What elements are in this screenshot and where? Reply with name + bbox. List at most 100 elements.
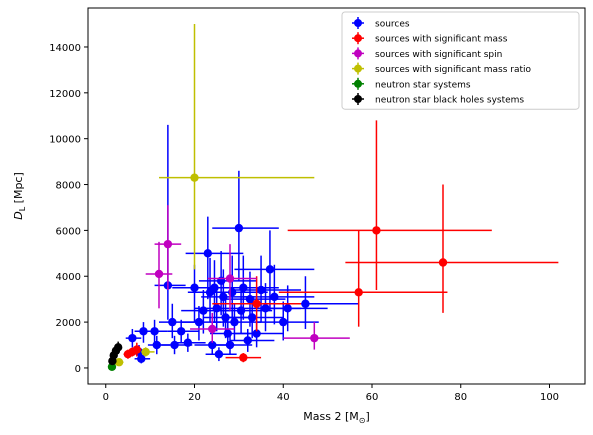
data-point bbox=[212, 335, 253, 355]
y-axis-label-sub: L bbox=[18, 206, 27, 211]
x-axis-ticks: 0 20 40 60 80 100 bbox=[103, 384, 559, 403]
legend-label: sources with significant mass bbox=[375, 35, 508, 45]
point-marker bbox=[150, 327, 159, 336]
point-marker bbox=[137, 354, 146, 363]
point-marker bbox=[194, 317, 204, 327]
point-marker bbox=[113, 343, 123, 352]
point-marker bbox=[279, 317, 288, 327]
data-point bbox=[278, 230, 448, 327]
y-axis-label: DL [Mpc] bbox=[12, 172, 27, 220]
y-tick-label: 0 bbox=[75, 364, 81, 375]
data-point bbox=[174, 333, 206, 352]
x-tick-label: 60 bbox=[366, 392, 379, 403]
series-1 bbox=[123, 120, 559, 363]
point-marker bbox=[252, 299, 261, 308]
data-marks bbox=[107, 24, 559, 372]
point-marker bbox=[283, 304, 292, 313]
x-tick-label: 40 bbox=[277, 392, 290, 403]
legend-item: sources with significant spin bbox=[352, 47, 502, 60]
point-marker bbox=[234, 223, 244, 233]
series-5 bbox=[108, 341, 123, 366]
point-marker bbox=[252, 329, 261, 338]
point-marker bbox=[176, 327, 186, 336]
data-point bbox=[125, 328, 142, 348]
point-marker bbox=[132, 345, 142, 354]
data-point bbox=[141, 319, 168, 343]
point-marker bbox=[270, 292, 279, 302]
legend-label: neutron star black holes systems bbox=[375, 96, 524, 106]
y-tick-label: 12000 bbox=[49, 89, 81, 100]
data-point bbox=[141, 347, 155, 357]
y-axis-label-tail: [Mpc] bbox=[12, 172, 25, 207]
legend-item: sources with significant mass ratio bbox=[352, 62, 531, 75]
point-marker bbox=[114, 358, 124, 367]
legend-item: sources bbox=[352, 17, 410, 30]
point-marker bbox=[203, 249, 213, 258]
point-marker bbox=[154, 269, 164, 279]
point-marker bbox=[212, 304, 221, 313]
point-marker bbox=[243, 336, 252, 345]
y-tick-label: 14000 bbox=[49, 43, 81, 54]
y-tick-label: 2000 bbox=[56, 318, 81, 329]
data-point bbox=[207, 244, 257, 311]
series-0 bbox=[125, 124, 359, 364]
data-point bbox=[114, 358, 124, 367]
data-point bbox=[132, 342, 142, 357]
series-3 bbox=[114, 24, 315, 367]
legend-item: neutron star systems bbox=[352, 77, 471, 90]
data-point bbox=[190, 312, 235, 343]
x-tick-label: 100 bbox=[540, 392, 559, 403]
point-marker bbox=[230, 317, 239, 327]
data-point bbox=[283, 322, 350, 350]
legend-marker bbox=[354, 34, 362, 43]
x-axis-label-sub: ⊙ bbox=[359, 416, 366, 425]
y-tick-label: 10000 bbox=[49, 135, 81, 146]
point-marker bbox=[183, 338, 193, 347]
data-point bbox=[345, 184, 559, 313]
data-point bbox=[212, 170, 279, 281]
point-marker bbox=[256, 285, 266, 295]
series-2 bbox=[145, 205, 350, 350]
data-point bbox=[205, 347, 237, 362]
legend-item: sources with significant mass bbox=[352, 32, 508, 45]
point-marker bbox=[163, 239, 173, 249]
x-tick-label: 0 bbox=[103, 392, 109, 403]
point-marker bbox=[168, 317, 177, 327]
data-point bbox=[167, 319, 199, 343]
legend-marker bbox=[354, 95, 362, 103]
data-point bbox=[225, 353, 262, 363]
data-point bbox=[134, 354, 151, 364]
y-tick-label: 4000 bbox=[56, 272, 81, 283]
point-marker bbox=[225, 340, 235, 350]
point-marker bbox=[372, 226, 381, 235]
data-point bbox=[287, 120, 492, 290]
x-tick-label: 80 bbox=[454, 392, 467, 403]
x-tick-label: 20 bbox=[188, 392, 201, 403]
data-point bbox=[212, 276, 301, 332]
legend: sources sources with significant mass sour… bbox=[341, 11, 580, 110]
legend-marker bbox=[354, 19, 362, 27]
legend-box bbox=[341, 11, 580, 110]
point-marker bbox=[354, 288, 363, 297]
legend-item: neutron star black holes systems bbox=[352, 93, 524, 106]
data-point bbox=[154, 205, 182, 290]
data-point bbox=[243, 264, 315, 325]
data-point bbox=[113, 341, 123, 354]
point-marker bbox=[221, 313, 230, 322]
x-axis-label-main: Mass 2 [M bbox=[303, 410, 358, 423]
data-point bbox=[147, 335, 171, 355]
point-marker bbox=[265, 265, 275, 274]
point-marker bbox=[128, 333, 137, 343]
point-marker bbox=[208, 324, 217, 334]
legend-marker bbox=[354, 49, 362, 58]
point-marker bbox=[310, 333, 319, 343]
legend-marker bbox=[354, 64, 362, 73]
point-marker bbox=[190, 173, 199, 182]
legend-label: sources with significant mass ratio bbox=[375, 65, 531, 75]
point-marker bbox=[239, 353, 248, 362]
data-point bbox=[256, 285, 328, 332]
y-tick-label: 6000 bbox=[56, 226, 81, 237]
x-axis-label-tail: ] bbox=[365, 410, 369, 423]
